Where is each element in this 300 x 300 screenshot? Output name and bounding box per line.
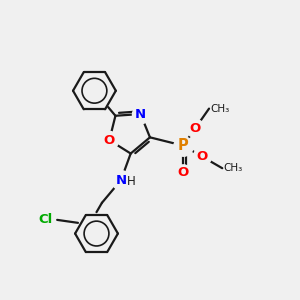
Text: Cl: Cl	[38, 213, 53, 226]
Text: CH₃: CH₃	[211, 103, 230, 114]
Text: CH₃: CH₃	[224, 163, 243, 173]
Text: N: N	[135, 107, 146, 121]
Text: H: H	[127, 175, 136, 188]
Text: P: P	[178, 138, 188, 153]
Text: O: O	[196, 150, 207, 163]
Text: O: O	[178, 166, 189, 179]
Text: N: N	[116, 173, 127, 187]
Text: O: O	[190, 122, 201, 135]
Text: O: O	[104, 134, 115, 147]
